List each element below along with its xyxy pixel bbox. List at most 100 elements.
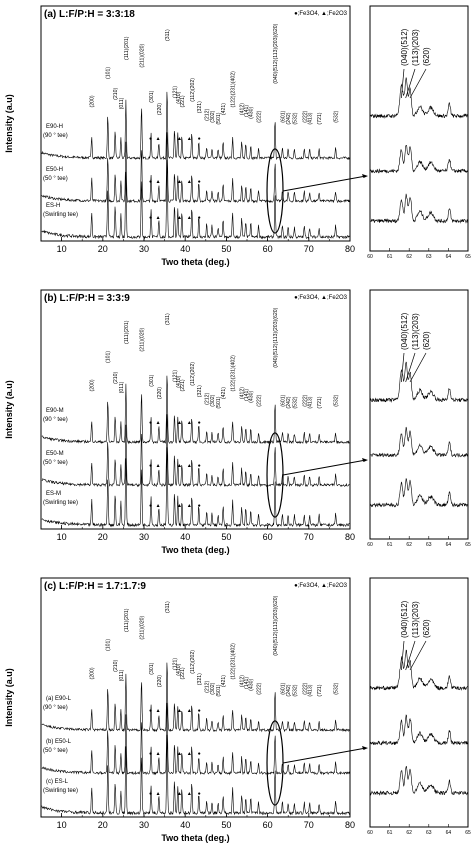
main-axes-frame — [40, 577, 351, 818]
inset-peak-arrow — [409, 68, 427, 99]
inset-tick-label: 61 — [387, 542, 393, 548]
xrd-trace-3 — [41, 447, 350, 528]
fe3o4-marker: ● — [198, 420, 201, 426]
series-sublabel: (90 ° tee) — [43, 417, 68, 423]
fe3o4-marker: ● — [149, 751, 152, 757]
inset-axes-frame — [369, 289, 469, 540]
peak-index-label: (410) — [176, 91, 182, 103]
x-tick-label: 70 — [304, 820, 314, 830]
peak-index-label: (111)(201) — [124, 608, 130, 632]
inset-tick-label: 61 — [387, 830, 393, 836]
series-label: ES-M — [46, 491, 61, 497]
legend-text: ●;Fe3O4, ▲;Fe2O3 — [294, 295, 348, 301]
inset-tick-label: 64 — [446, 542, 452, 548]
x-tick-label: 40 — [180, 820, 190, 830]
peak-index-label: (101) — [106, 67, 112, 79]
peak-index-label: (532) — [292, 396, 298, 408]
peak-index-label: (532) — [334, 394, 340, 406]
zoom-arrow — [282, 747, 367, 764]
inset-tick-label: 60 — [367, 542, 373, 548]
xrd-trace-3 — [41, 734, 350, 816]
x-tick-label: 30 — [139, 244, 149, 254]
peak-index-label: (532) — [334, 110, 340, 122]
legend-text: ●;Fe3O4, ▲;Fe2O3 — [294, 583, 348, 589]
peak-index-label: (221) — [180, 379, 186, 391]
peak-index-label: (221) — [180, 95, 186, 107]
x-tick-label: 80 — [345, 244, 355, 254]
zoom-arrowhead — [362, 174, 368, 178]
fe2o3-marker: ▲ — [187, 179, 192, 185]
x-tick-label: 70 — [304, 532, 314, 542]
inset-tick-label: 63 — [426, 542, 432, 548]
inset-peak-arrow — [405, 640, 416, 671]
peak-index-label: (210) — [113, 372, 119, 384]
peak-index-label: (122)(231)(402) — [231, 355, 237, 392]
peak-index-label: (302) — [210, 110, 216, 122]
zoom-ellipse — [266, 148, 284, 234]
fe2o3-marker: ▲ — [177, 136, 182, 142]
inset-peak-arrow — [405, 68, 416, 99]
inset-tick-label: 60 — [367, 254, 373, 260]
x-tick-label: 20 — [98, 244, 108, 254]
peak-index-label: (011) — [119, 97, 125, 109]
peak-index-label: (211)(020) — [140, 615, 146, 639]
peak-index-label: (532) — [334, 682, 340, 694]
peak-index-label: (601) — [280, 110, 286, 122]
fe3o4-marker: ● — [198, 215, 201, 221]
x-tick-label: 10 — [57, 244, 67, 254]
panel-title: (a) L:F/P:H = 3:3:18 — [44, 9, 135, 20]
inset-tick-label: 62 — [406, 830, 412, 836]
series-label: (a) E90-L — [46, 696, 72, 702]
series-label: E90-M — [46, 408, 64, 414]
zoom-arrow — [282, 175, 367, 192]
peak-index-label: (222) — [257, 682, 263, 694]
fe2o3-marker: ▲ — [155, 136, 160, 142]
x-tick-label: 80 — [345, 532, 355, 542]
series-sublabel: (Swirling tee) — [43, 212, 78, 218]
peak-index-label: (302) — [210, 682, 216, 694]
peak-index-label: (122)(231)(402) — [231, 643, 237, 680]
peak-index-label: (220) — [157, 675, 163, 687]
peak-index-label: (301) — [149, 374, 155, 386]
peak-index-label: (121) — [172, 658, 178, 670]
series-label: (b) E50-L — [46, 739, 72, 745]
series-sublabel: (Swirling tee) — [43, 788, 78, 794]
x-tick-label: 60 — [263, 244, 273, 254]
fe2o3-marker: ▲ — [155, 420, 160, 426]
fe3o4-marker: ● — [198, 751, 201, 757]
inset-tick-label: 63 — [426, 830, 432, 836]
series-sublabel: (Swirling tee) — [43, 500, 78, 506]
fe3o4-marker: ● — [149, 708, 152, 714]
peak-index-label: (311) — [165, 601, 171, 613]
peak-index-label: (220) — [157, 103, 163, 115]
x-tick-label: 50 — [221, 244, 231, 254]
peak-index-label: (200) — [90, 95, 96, 107]
inset-peak-arrow — [401, 68, 405, 99]
fe2o3-marker: ▲ — [155, 791, 160, 797]
main-axes-frame — [40, 289, 351, 530]
xrd-trace-2 — [41, 702, 351, 776]
y-axis-label: Intensity (a.u) — [4, 668, 14, 727]
legend-text: ●;Fe3O4, ▲;Fe2O3 — [294, 11, 348, 17]
series-label: ES-H — [46, 203, 60, 209]
inset-peak-arrow — [405, 352, 416, 383]
peak-index-label: (311) — [165, 29, 171, 41]
series-sublabel: (50 ° tee) — [43, 176, 68, 182]
zoom-arrowhead — [362, 746, 368, 750]
inset-peak-label: (040)(512) — [400, 600, 409, 638]
peak-index-label: (321) — [197, 673, 203, 685]
peak-index-label: (410) — [176, 375, 182, 387]
fe2o3-marker: ▲ — [155, 215, 160, 221]
zoom-ellipse — [266, 720, 284, 806]
x-tick-label: 20 — [98, 532, 108, 542]
peak-index-label: (200) — [90, 667, 96, 679]
fe3o4-marker: ● — [149, 420, 152, 426]
panel-title: (b) L:F/P:H = 3:3:9 — [44, 293, 130, 304]
inset-peak-label: (113)(203) — [411, 601, 420, 638]
peak-index-label: (430) — [249, 679, 255, 691]
x-tick-label: 20 — [98, 820, 108, 830]
peak-index-label: (222) — [257, 394, 263, 406]
y-axis-label: Intensity (a.u) — [4, 94, 14, 153]
inset-tick-label: 60 — [367, 830, 373, 836]
